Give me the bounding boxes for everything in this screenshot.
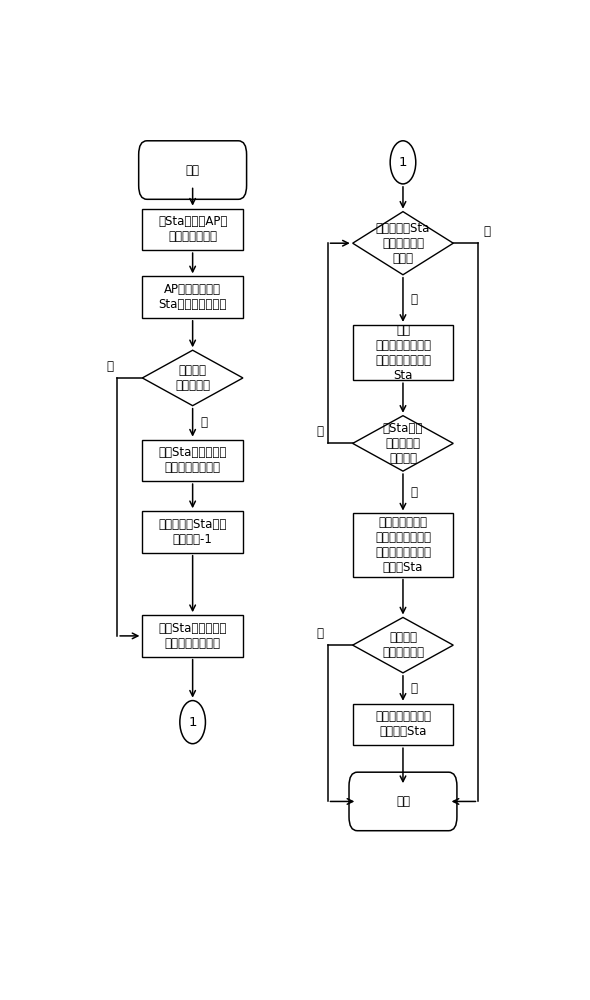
Bar [353, 704, 453, 745]
Circle shape [390, 141, 416, 184]
Text: 否: 否 [410, 486, 417, 499]
Text: 将各Sta按应得时隙
数量从大到小排序: 将各Sta按应得时隙 数量从大到小排序 [159, 622, 227, 650]
Text: 从前
向后寻找未被占用
的时隙，分配给该
Sta: 从前 向后寻找未被占用 的时隙，分配给该 Sta [375, 324, 431, 382]
Bar [353, 325, 453, 380]
Text: 将各Sta按应得时隙
数量从大到小排序: 将各Sta按应得时隙 数量从大到小排序 [159, 446, 227, 474]
Text: 开始: 开始 [186, 164, 199, 177]
Polygon shape [353, 212, 453, 275]
Text: 将序列首部Sta的应
得时隙数-1: 将序列首部Sta的应 得时隙数-1 [159, 518, 227, 546]
Polygon shape [353, 617, 453, 673]
Bar [353, 513, 453, 577]
Bar [142, 615, 243, 657]
Text: 1: 1 [399, 156, 407, 169]
Text: 序列中尚有Sta
未进行时隙分
配过程: 序列中尚有Sta 未进行时隙分 配过程 [376, 222, 430, 265]
Polygon shape [353, 416, 453, 471]
Text: 1: 1 [188, 716, 197, 729]
Bar [142, 440, 243, 481]
FancyBboxPatch shape [139, 141, 247, 199]
Text: 时隙资源
总量不够用: 时隙资源 总量不够用 [175, 364, 210, 392]
Polygon shape [142, 350, 243, 406]
Text: 否: 否 [316, 627, 323, 640]
Text: 是: 是 [410, 293, 417, 306]
Bar [142, 209, 243, 250]
Text: 是: 是 [316, 425, 323, 438]
Text: 是: 是 [200, 416, 207, 429]
Bar [142, 276, 243, 318]
Text: 否: 否 [107, 360, 113, 373]
FancyBboxPatch shape [349, 772, 457, 831]
Text: 否: 否 [483, 225, 490, 238]
Text: 该Sta分得
的时隙数量
已经达标: 该Sta分得 的时隙数量 已经达标 [383, 422, 423, 465]
Text: 各Sta依次向AP汇
报缓存队列长度: 各Sta依次向AP汇 报缓存队列长度 [158, 215, 227, 243]
Text: 将该时隙分配给需
求较大的Sta: 将该时隙分配给需 求较大的Sta [375, 710, 431, 738]
Circle shape [180, 701, 205, 744]
Bar [142, 511, 243, 553]
Text: 是: 是 [410, 682, 417, 695]
Text: 向后跳跃一定步
幅，寻找下一个未
被占用的时隙，分
配给该Sta: 向后跳跃一定步 幅，寻找下一个未 被占用的时隙，分 配给该Sta [375, 516, 431, 574]
Text: 时隙资源
总量尚有富余: 时隙资源 总量尚有富余 [382, 631, 424, 659]
Text: AP按比例计算各
Sta应得的时隙数量: AP按比例计算各 Sta应得的时隙数量 [159, 283, 227, 311]
Text: 结束: 结束 [396, 795, 410, 808]
